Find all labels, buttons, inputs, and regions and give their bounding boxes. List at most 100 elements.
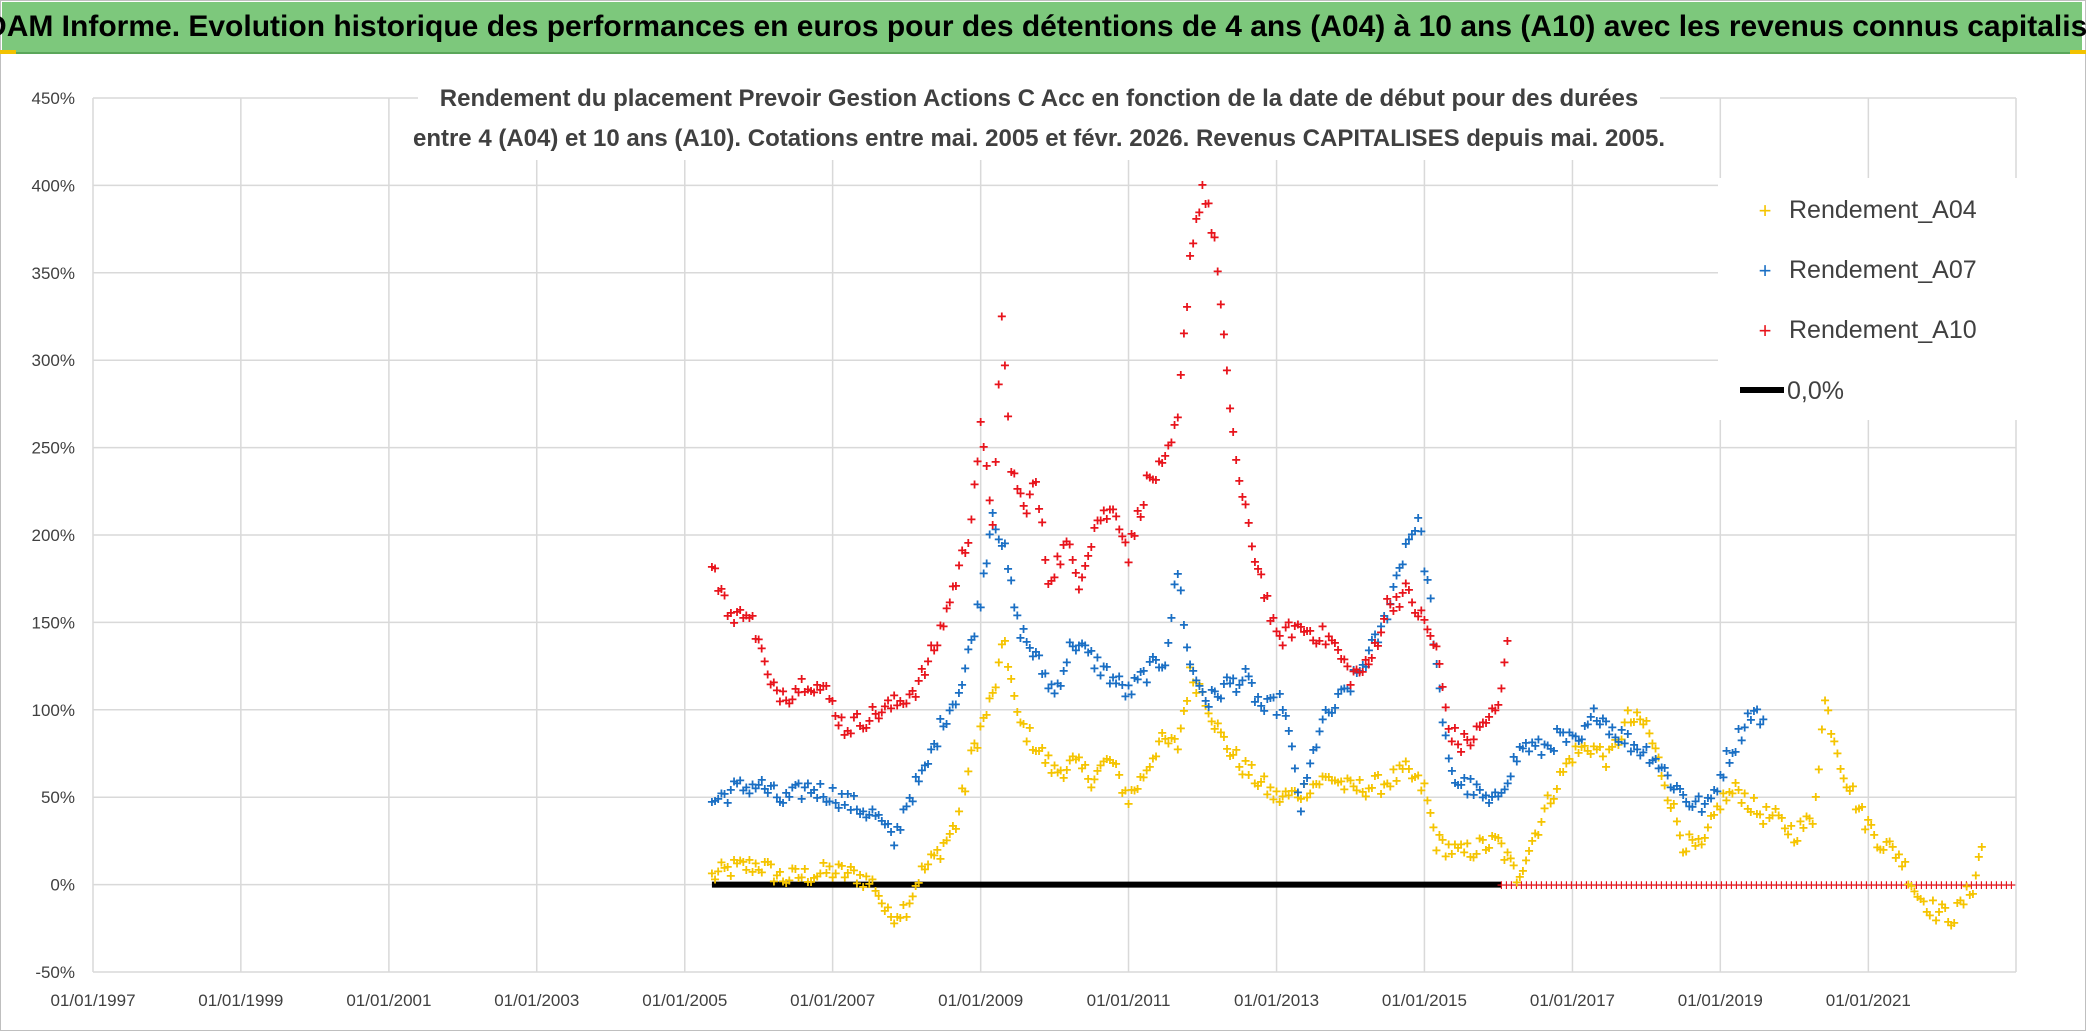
data-point: + — [874, 807, 883, 824]
data-point: + — [1260, 703, 1269, 720]
data-point: + — [1524, 843, 1533, 860]
data-point: + — [896, 822, 905, 839]
data-point: + — [1031, 474, 1040, 491]
data-point: + — [1586, 746, 1595, 763]
data-point: + — [1275, 794, 1284, 811]
data-point: + — [834, 857, 843, 874]
data-point: + — [1552, 781, 1561, 798]
data-point: + — [1327, 632, 1336, 649]
data-point: + — [936, 617, 945, 634]
data-point: + — [828, 693, 837, 710]
data-point: + — [1305, 623, 1314, 640]
data-point: + — [1189, 675, 1198, 692]
data-point: + — [840, 869, 849, 886]
a10-zero-marker: + — [1857, 878, 1866, 895]
data-point: + — [1352, 782, 1361, 799]
data-point: + — [1709, 807, 1718, 824]
data-point: + — [1302, 623, 1311, 640]
data-point: + — [813, 790, 822, 807]
data-point: + — [1617, 722, 1626, 739]
data-point: + — [1678, 787, 1687, 804]
corner-accent-left — [0, 50, 16, 54]
data-point: + — [1278, 789, 1287, 806]
data-point: + — [1771, 801, 1780, 818]
data-point: + — [1469, 787, 1478, 804]
data-point: + — [1367, 650, 1376, 667]
y-tick-label: 450% — [32, 89, 75, 108]
data-point: + — [1065, 537, 1074, 554]
data-point: + — [1703, 790, 1712, 807]
a10-zero-marker: + — [1892, 878, 1901, 895]
a10-zero-marker: + — [1902, 878, 1911, 895]
data-point: + — [1170, 576, 1179, 593]
data-point: + — [991, 454, 1000, 471]
data-point: + — [1404, 582, 1413, 599]
data-point: + — [1845, 783, 1854, 800]
x-tick-label: 01/01/2019 — [1678, 991, 1763, 1010]
data-point: + — [831, 708, 840, 725]
data-point: + — [1238, 672, 1247, 689]
data-point: + — [1337, 651, 1346, 668]
data-point: + — [763, 785, 772, 802]
data-point: + — [1651, 751, 1660, 768]
data-point: + — [788, 780, 797, 797]
data-point: + — [1376, 786, 1385, 803]
data-point: + — [1136, 769, 1145, 786]
data-point: + — [806, 683, 815, 700]
data-point: + — [920, 862, 929, 879]
data-point: + — [1053, 675, 1062, 692]
data-point: + — [766, 778, 775, 795]
data-point: + — [1639, 744, 1648, 761]
data-point: + — [794, 684, 803, 701]
data-point: + — [1879, 842, 1888, 859]
a10-zero-marker: + — [1852, 878, 1861, 895]
data-point: + — [745, 852, 754, 869]
data-point: + — [726, 605, 735, 622]
data-point: + — [899, 802, 908, 819]
data-point: + — [920, 757, 929, 774]
data-point: + — [1534, 731, 1543, 748]
data-point: + — [1450, 836, 1459, 853]
data-point: + — [1823, 702, 1832, 719]
data-point: + — [717, 581, 726, 598]
data-point: + — [1272, 623, 1281, 640]
data-point: + — [1025, 720, 1034, 737]
data-point: + — [1185, 248, 1194, 265]
data-point: + — [1296, 791, 1305, 808]
a10-zero-marker: + — [1537, 878, 1546, 895]
data-point: + — [1142, 762, 1151, 779]
data-point: + — [902, 696, 911, 713]
data-point: + — [1025, 487, 1034, 504]
data-point: + — [883, 816, 892, 833]
x-tick-label: 01/01/2011 — [1087, 991, 1171, 1010]
data-point: + — [1157, 660, 1166, 677]
data-point: + — [1355, 663, 1364, 680]
data-point: + — [886, 824, 895, 841]
data-point: + — [736, 602, 745, 619]
data-point: + — [1019, 716, 1028, 733]
data-point: + — [1133, 781, 1142, 798]
data-point: + — [1435, 827, 1444, 844]
data-point: + — [917, 661, 926, 678]
data-point: + — [1176, 721, 1185, 738]
data-point: + — [939, 619, 948, 636]
data-point: + — [1318, 712, 1327, 729]
data-point: + — [825, 691, 834, 708]
data-point: + — [1201, 693, 1210, 710]
data-point: + — [939, 719, 948, 736]
data-point: + — [1472, 776, 1481, 793]
data-point: + — [1130, 783, 1139, 800]
data-point: + — [843, 786, 852, 803]
data-point: + — [1870, 827, 1879, 844]
a10-zero-marker: + — [1792, 878, 1801, 895]
data-point: + — [1919, 894, 1928, 911]
a10-zero-marker: + — [1517, 878, 1526, 895]
a10-zero-marker: + — [1522, 878, 1531, 895]
data-point: + — [1031, 644, 1040, 661]
data-point: + — [1608, 719, 1617, 736]
a10-zero-marker: + — [1912, 878, 1921, 895]
data-point: + — [1833, 746, 1842, 763]
data-point: + — [1722, 743, 1731, 760]
data-point: + — [710, 872, 719, 889]
